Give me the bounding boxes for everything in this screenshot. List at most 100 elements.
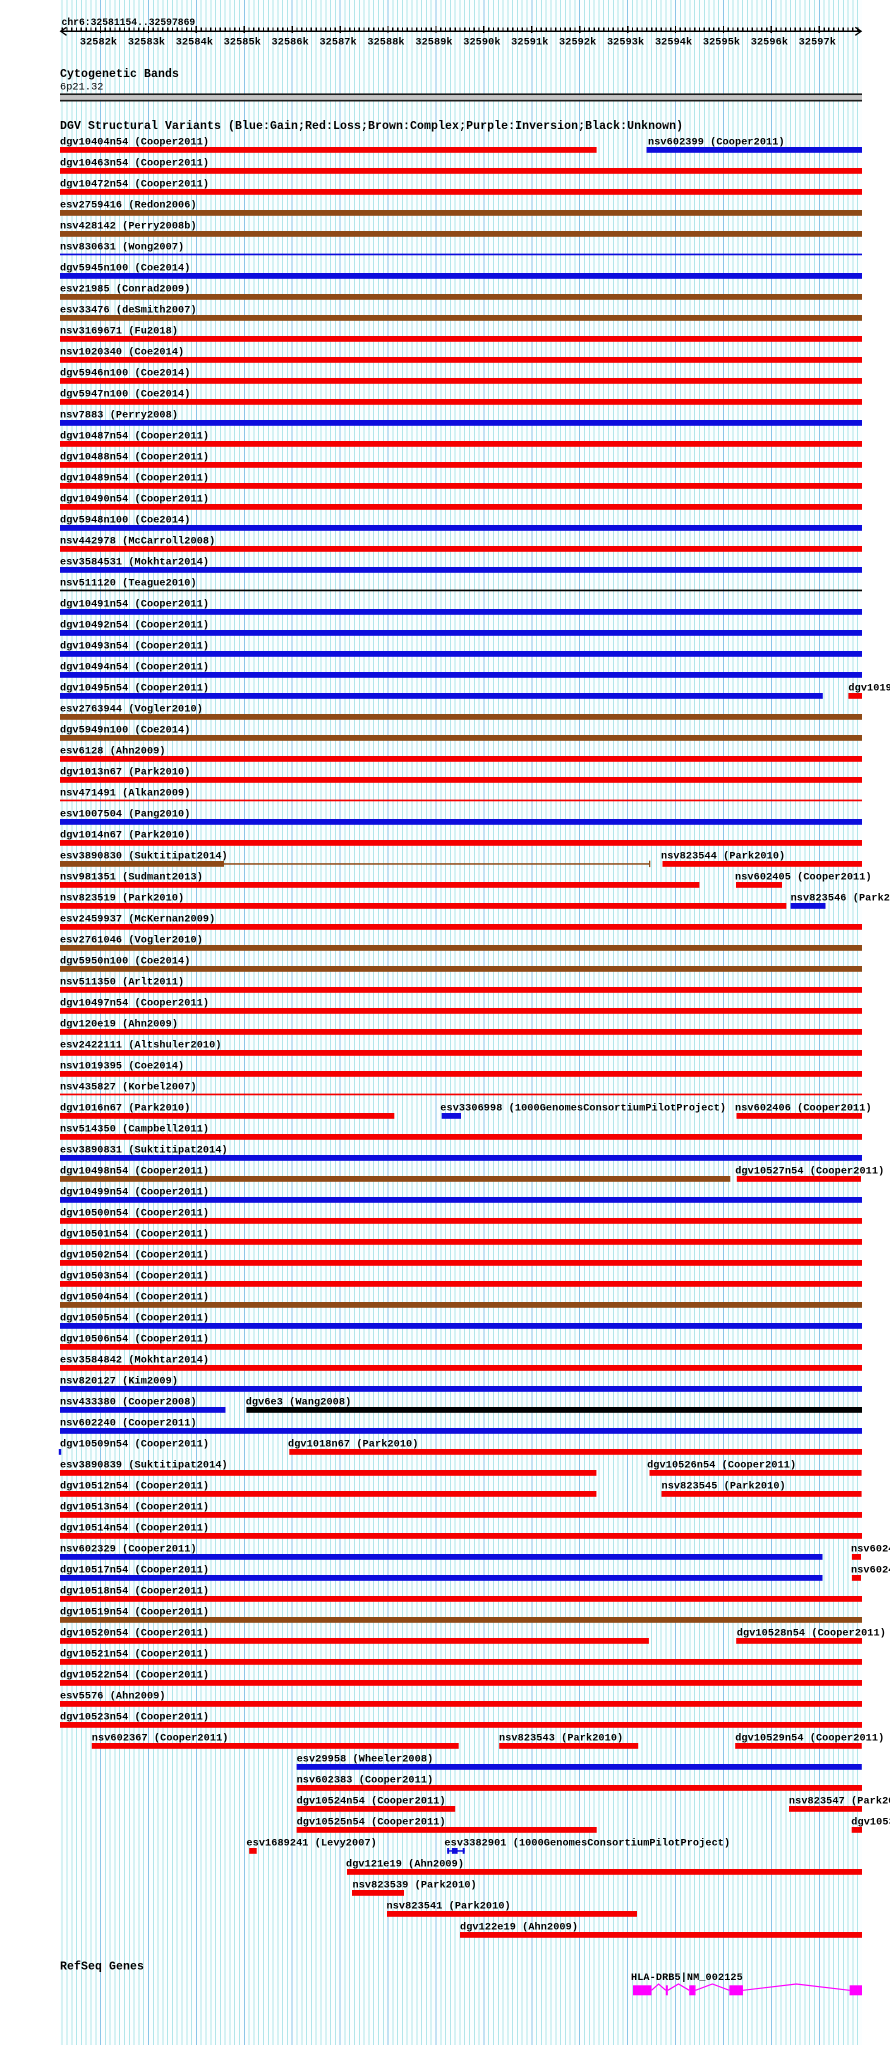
svg-text:dgv10501n54 (Cooper2011): dgv10501n54 (Cooper2011) xyxy=(60,1228,209,1240)
svg-text:esv3890830 (Suktitipat2014): esv3890830 (Suktitipat2014) xyxy=(60,850,228,862)
svg-text:Cytogenetic Bands: Cytogenetic Bands xyxy=(60,68,179,81)
svg-text:32593k: 32593k xyxy=(607,36,644,48)
svg-text:nsv823546 (Park2010): nsv823546 (Park2010) xyxy=(791,892,890,904)
svg-text:dgv120e19 (Ahn2009): dgv120e19 (Ahn2009) xyxy=(60,1018,178,1030)
svg-text:nsv602406 (Cooper2011): nsv602406 (Cooper2011) xyxy=(735,1102,872,1114)
svg-text:dgv1013n67 (Park2010): dgv1013n67 (Park2010) xyxy=(60,766,190,778)
svg-text:dgv10521n54 (Cooper2011): dgv10521n54 (Cooper2011) xyxy=(60,1648,209,1660)
svg-text:esv21985 (Conrad2009): esv21985 (Conrad2009) xyxy=(60,283,190,295)
svg-text:32587k: 32587k xyxy=(319,36,356,48)
svg-text:dgv10528n54 (Cooper2011): dgv10528n54 (Cooper2011) xyxy=(737,1627,886,1639)
svg-text:nsv602399 (Cooper2011): nsv602399 (Cooper2011) xyxy=(648,136,785,148)
svg-text:nsv823545 (Park2010): nsv823545 (Park2010) xyxy=(662,1480,786,1492)
svg-text:nsv514350 (Campbell2011): nsv514350 (Campbell2011) xyxy=(60,1123,209,1135)
svg-text:32588k: 32588k xyxy=(367,36,404,48)
svg-text:esv1689241 (Levy2007): esv1689241 (Levy2007) xyxy=(246,1837,376,1849)
svg-text:nsv602383 (Cooper2011): nsv602383 (Cooper2011) xyxy=(297,1774,434,1786)
svg-text:nsv7883 (Perry2008): nsv7883 (Perry2008) xyxy=(60,409,178,421)
svg-text:nsv602404 (Cooper2011): nsv602404 (Cooper2011) xyxy=(851,1564,890,1576)
svg-text:esv6128 (Ahn2009): esv6128 (Ahn2009) xyxy=(60,745,166,757)
svg-text:nsv1019395 (Coe2014): nsv1019395 (Coe2014) xyxy=(60,1060,184,1072)
svg-text:dgv10503n54 (Cooper2011): dgv10503n54 (Cooper2011) xyxy=(60,1270,209,1282)
svg-text:32589k: 32589k xyxy=(415,36,452,48)
svg-text:dgv6e3 (Wang2008): dgv6e3 (Wang2008) xyxy=(246,1396,352,1408)
svg-text:32595k: 32595k xyxy=(703,36,740,48)
svg-text:nsv823519 (Park2010): nsv823519 (Park2010) xyxy=(60,892,184,904)
svg-text:dgv10493n54 (Cooper2011): dgv10493n54 (Cooper2011) xyxy=(60,640,209,652)
svg-text:dgv10498n54 (Cooper2011): dgv10498n54 (Cooper2011) xyxy=(60,1165,209,1177)
svg-text:dgv5945n100 (Coe2014): dgv5945n100 (Coe2014) xyxy=(60,262,190,274)
svg-text:esv3382901 (1000GenomesConsort: esv3382901 (1000GenomesConsortiumPilotPr… xyxy=(444,1837,730,1849)
svg-text:dgv10526n54 (Cooper2011): dgv10526n54 (Cooper2011) xyxy=(647,1459,796,1471)
svg-text:nsv602367 (Cooper2011): nsv602367 (Cooper2011) xyxy=(92,1732,229,1744)
svg-text:dgv10514n54 (Cooper2011): dgv10514n54 (Cooper2011) xyxy=(60,1522,209,1534)
svg-text:32596k: 32596k xyxy=(751,36,788,48)
svg-text:nsv1020340 (Coe2014): nsv1020340 (Coe2014) xyxy=(60,346,184,358)
svg-text:dgv10512n54 (Cooper2011): dgv10512n54 (Cooper2011) xyxy=(60,1480,209,1492)
svg-text:dgv10513n54 (Cooper2011): dgv10513n54 (Cooper2011) xyxy=(60,1501,209,1513)
svg-text:esv3890839 (Suktitipat2014): esv3890839 (Suktitipat2014) xyxy=(60,1459,228,1471)
svg-text:dgv10492n54 (Cooper2011): dgv10492n54 (Cooper2011) xyxy=(60,619,209,631)
svg-text:dgv1014n67 (Park2010): dgv1014n67 (Park2010) xyxy=(60,829,190,841)
svg-text:dgv10494n54 (Cooper2011): dgv10494n54 (Cooper2011) xyxy=(60,661,209,673)
svg-text:32585k: 32585k xyxy=(224,36,261,48)
svg-text:dgv10495n54 (Cooper2011): dgv10495n54 (Cooper2011) xyxy=(60,682,209,694)
svg-text:dgv10527n54 (Cooper2011): dgv10527n54 (Cooper2011) xyxy=(735,1165,884,1177)
svg-text:32594k: 32594k xyxy=(655,36,692,48)
svg-text:nsv428142 (Perry2008b): nsv428142 (Perry2008b) xyxy=(60,220,197,232)
svg-text:dgv122e19 (Ahn2009): dgv122e19 (Ahn2009) xyxy=(460,1921,578,1933)
svg-text:dgv10487n54 (Cooper2011): dgv10487n54 (Cooper2011) xyxy=(60,430,209,442)
svg-text:RefSeq Genes: RefSeq Genes xyxy=(60,1961,144,1974)
svg-text:dgv10491n54 (Cooper2011): dgv10491n54 (Cooper2011) xyxy=(60,598,209,610)
svg-text:nsv823544 (Park2010): nsv823544 (Park2010) xyxy=(661,850,785,862)
svg-text:dgv5949n100 (Coe2014): dgv5949n100 (Coe2014) xyxy=(60,724,190,736)
svg-text:esv5576 (Ahn2009): esv5576 (Ahn2009) xyxy=(60,1690,166,1702)
svg-text:dgv10502n54 (Cooper2011): dgv10502n54 (Cooper2011) xyxy=(60,1249,209,1261)
svg-text:nsv511350 (Arlt2011): nsv511350 (Arlt2011) xyxy=(60,976,184,988)
svg-text:dgv5950n100 (Coe2014): dgv5950n100 (Coe2014) xyxy=(60,955,190,967)
svg-text:dgv5948n100 (Coe2014): dgv5948n100 (Coe2014) xyxy=(60,514,190,526)
svg-text:nsv602404 (Cooper2011): nsv602404 (Cooper2011) xyxy=(851,1543,890,1555)
svg-text:32592k: 32592k xyxy=(559,36,596,48)
svg-text:dgv121e19 (Ahn2009): dgv121e19 (Ahn2009) xyxy=(346,1858,464,1870)
svg-text:dgv10490n54 (Cooper2011): dgv10490n54 (Cooper2011) xyxy=(60,493,209,505)
svg-text:dgv10529n54 (Cooper2011): dgv10529n54 (Cooper2011) xyxy=(735,1732,884,1744)
svg-text:nsv823547 (Park2010): nsv823547 (Park2010) xyxy=(789,1795,890,1807)
svg-text:nsv602329 (Cooper2011): nsv602329 (Cooper2011) xyxy=(60,1543,197,1555)
svg-text:dgv10488n54 (Cooper2011): dgv10488n54 (Cooper2011) xyxy=(60,451,209,463)
svg-text:dgv10509n54 (Cooper2011): dgv10509n54 (Cooper2011) xyxy=(60,1438,209,1450)
svg-text:nsv823541 (Park2010): nsv823541 (Park2010) xyxy=(387,1900,511,1912)
svg-text:esv1007504 (Pang2010): esv1007504 (Pang2010) xyxy=(60,808,190,820)
svg-text:32582k: 32582k xyxy=(80,36,117,48)
svg-text:32586k: 32586k xyxy=(272,36,309,48)
svg-text:nsv433380 (Cooper2008): nsv433380 (Cooper2008) xyxy=(60,1396,197,1408)
svg-text:nsv830631 (Wong2007): nsv830631 (Wong2007) xyxy=(60,241,184,253)
svg-text:nsv823543 (Park2010): nsv823543 (Park2010) xyxy=(499,1732,623,1744)
svg-text:HLA-DRB5|NM_002125: HLA-DRB5|NM_002125 xyxy=(631,1972,743,1984)
svg-text:nsv511120 (Teague2010): nsv511120 (Teague2010) xyxy=(60,577,197,589)
svg-text:esv3584531 (Mokhtar2014): esv3584531 (Mokhtar2014) xyxy=(60,556,209,568)
svg-text:32584k: 32584k xyxy=(176,36,213,48)
svg-text:32591k: 32591k xyxy=(511,36,548,48)
svg-text:dgv10472n54 (Cooper2011): dgv10472n54 (Cooper2011) xyxy=(60,178,209,190)
svg-text:dgv10522n54 (Cooper2011): dgv10522n54 (Cooper2011) xyxy=(60,1669,209,1681)
svg-text:esv2761046 (Vogler2010): esv2761046 (Vogler2010) xyxy=(60,934,203,946)
svg-text:dgv1019n67 (Park2010): dgv1019n67 (Park2010) xyxy=(848,682,890,694)
svg-text:nsv823539 (Park2010): nsv823539 (Park2010) xyxy=(353,1879,477,1891)
svg-text:6p21.32: 6p21.32 xyxy=(60,83,104,94)
svg-text:dgv10517n54 (Cooper2011): dgv10517n54 (Cooper2011) xyxy=(60,1564,209,1576)
svg-text:32583k: 32583k xyxy=(128,36,165,48)
svg-text:dgv1016n67 (Park2010): dgv1016n67 (Park2010) xyxy=(60,1102,190,1114)
svg-text:dgv10523n54 (Cooper2011): dgv10523n54 (Cooper2011) xyxy=(60,1711,209,1723)
svg-text:dgv1018n67 (Park2010): dgv1018n67 (Park2010) xyxy=(288,1438,418,1450)
svg-text:dgv10506n54 (Cooper2011): dgv10506n54 (Cooper2011) xyxy=(60,1333,209,1345)
svg-text:dgv10504n54 (Cooper2011): dgv10504n54 (Cooper2011) xyxy=(60,1291,209,1303)
svg-text:esv2763944 (Vogler2010): esv2763944 (Vogler2010) xyxy=(60,703,203,715)
svg-text:dgv10530n54 (Cooper2011): dgv10530n54 (Cooper2011) xyxy=(851,1816,890,1828)
svg-text:32597k: 32597k xyxy=(799,36,836,48)
svg-text:32590k: 32590k xyxy=(463,36,500,48)
svg-text:dgv10489n54 (Cooper2011): dgv10489n54 (Cooper2011) xyxy=(60,472,209,484)
svg-text:esv29958 (Wheeler2008): esv29958 (Wheeler2008) xyxy=(297,1753,434,1765)
svg-text:dgv10499n54 (Cooper2011): dgv10499n54 (Cooper2011) xyxy=(60,1186,209,1198)
svg-text:nsv471491 (Alkan2009): nsv471491 (Alkan2009) xyxy=(60,787,190,799)
